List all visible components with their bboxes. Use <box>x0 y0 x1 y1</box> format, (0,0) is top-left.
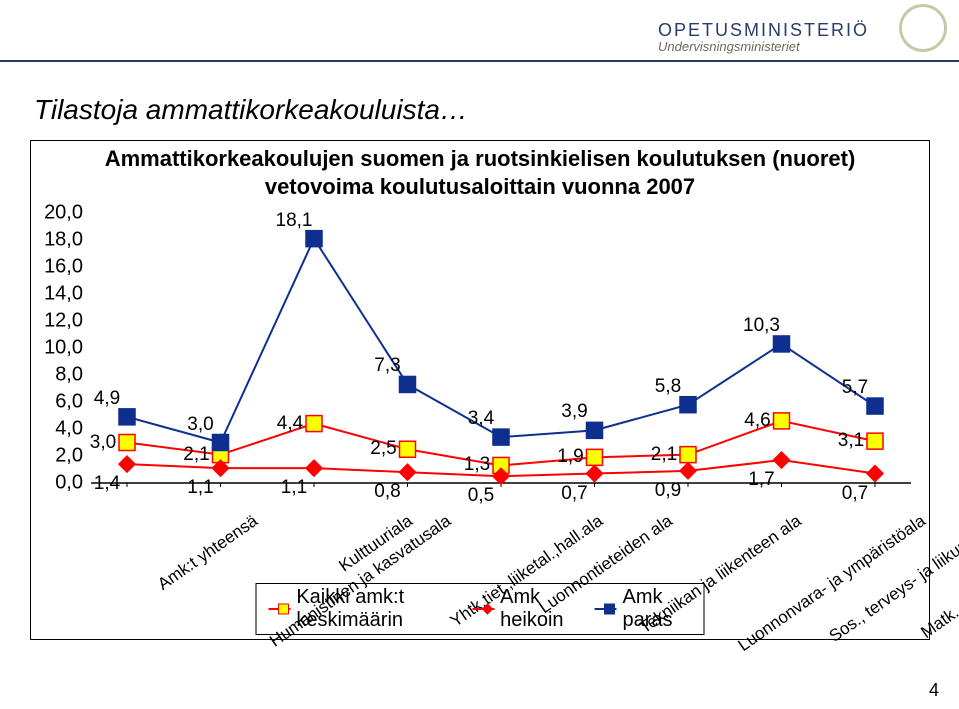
y-tick-label: 6,0 <box>39 391 83 414</box>
series-marker <box>400 441 416 457</box>
series-marker <box>306 460 322 476</box>
chart-title-line1: Ammattikorkeakoulujen suomen ja ruotsink… <box>31 145 929 173</box>
y-tick-label: 2,0 <box>39 445 83 468</box>
series-marker <box>213 435 229 451</box>
value-label: 2,5 <box>370 438 396 460</box>
chart-title-line2: vetovoima koulutusaloittain vuonna 2007 <box>31 173 929 201</box>
chart-box: Ammattikorkeakoulujen suomen ja ruotsink… <box>30 140 930 640</box>
series-marker <box>119 456 135 472</box>
plot-svg <box>91 213 911 483</box>
value-label: 1,3 <box>464 454 490 476</box>
value-label: 0,7 <box>842 483 868 505</box>
value-label: 3,4 <box>468 408 494 430</box>
series-marker <box>774 452 790 468</box>
value-label: 0,7 <box>561 483 587 505</box>
value-label: 18,1 <box>276 210 313 232</box>
y-tick-label: 0,0 <box>39 472 83 495</box>
y-tick-label: 18,0 <box>39 229 83 252</box>
value-label: 4,4 <box>277 413 303 435</box>
legend-swatch <box>269 601 291 617</box>
category-label: Amk:t yhteensä <box>154 511 261 595</box>
legend-item: Amk heikoin <box>472 586 578 632</box>
series-marker <box>119 435 135 451</box>
series-marker <box>774 413 790 429</box>
page-title: Tilastoja ammattikorkeakouluista… <box>34 94 468 126</box>
value-label: 2,1 <box>651 444 677 466</box>
value-label: 0,5 <box>468 485 494 507</box>
series-marker <box>867 398 883 414</box>
y-tick-label: 4,0 <box>39 418 83 441</box>
value-label: 3,1 <box>838 430 864 452</box>
series-marker <box>306 231 322 247</box>
series-marker <box>867 433 883 449</box>
value-label: 4,6 <box>744 410 770 432</box>
series-marker <box>400 464 416 480</box>
series-marker <box>306 416 322 432</box>
series-marker <box>774 336 790 352</box>
ministry-logo-icon <box>899 4 947 52</box>
value-label: 3,0 <box>90 432 116 454</box>
series-marker <box>400 376 416 392</box>
y-tick-label: 10,0 <box>39 337 83 360</box>
legend-swatch <box>472 601 494 617</box>
value-label: 1,9 <box>557 446 583 468</box>
series-marker <box>680 463 696 479</box>
y-tick-label: 12,0 <box>39 310 83 333</box>
series-marker <box>867 466 883 482</box>
series-marker <box>680 447 696 463</box>
value-label: 1,7 <box>748 469 774 491</box>
ministry-text: OPETUSMINISTERIÖ Undervisningsministerie… <box>658 20 869 54</box>
value-label: 10,3 <box>743 315 780 337</box>
legend-label: Amk heikoin <box>500 586 579 632</box>
ministry-line1: OPETUSMINISTERIÖ <box>658 20 869 41</box>
value-label: 0,9 <box>655 480 681 502</box>
value-label: 3,9 <box>561 401 587 423</box>
ministry-line2: Undervisningsministeriet <box>658 39 869 54</box>
series-marker <box>680 397 696 413</box>
legend-swatch <box>595 601 617 617</box>
value-label: 7,3 <box>374 355 400 377</box>
y-axis-labels: 0,02,04,06,08,010,012,014,016,018,020,0 <box>37 213 83 483</box>
header-bar: OPETUSMINISTERIÖ Undervisningsministerie… <box>0 0 959 62</box>
value-label: 2,1 <box>183 444 209 466</box>
value-label: 1,1 <box>187 477 213 499</box>
series-marker <box>587 466 603 482</box>
value-label: 5,8 <box>655 376 681 398</box>
page-number: 4 <box>929 680 939 701</box>
y-tick-label: 16,0 <box>39 256 83 279</box>
chart-title: Ammattikorkeakoulujen suomen ja ruotsink… <box>31 145 929 200</box>
plot-area: 3,02,14,42,51,31,92,14,63,11,41,11,10,80… <box>91 213 911 483</box>
series-marker <box>587 422 603 438</box>
y-tick-label: 8,0 <box>39 364 83 387</box>
series-marker <box>587 449 603 465</box>
legend-label: Amk paras <box>623 586 692 632</box>
legend-label: Kaikki amk:t keskimäärin <box>296 586 456 632</box>
y-tick-label: 14,0 <box>39 283 83 306</box>
series-marker <box>119 409 135 425</box>
series-marker <box>493 429 509 445</box>
y-tick-label: 20,0 <box>39 202 83 225</box>
value-label: 1,1 <box>281 477 307 499</box>
chart-legend: Kaikki amk:t keskimäärin Amk heikoin Amk p… <box>256 583 705 635</box>
value-label: 1,4 <box>94 473 120 495</box>
value-label: 5,7 <box>842 377 868 399</box>
value-label: 3,0 <box>187 414 213 436</box>
value-label: 4,9 <box>94 388 120 410</box>
legend-item: Kaikki amk:t keskimäärin <box>269 586 457 632</box>
legend-item: Amk paras <box>595 586 692 632</box>
value-label: 0,8 <box>374 481 400 503</box>
